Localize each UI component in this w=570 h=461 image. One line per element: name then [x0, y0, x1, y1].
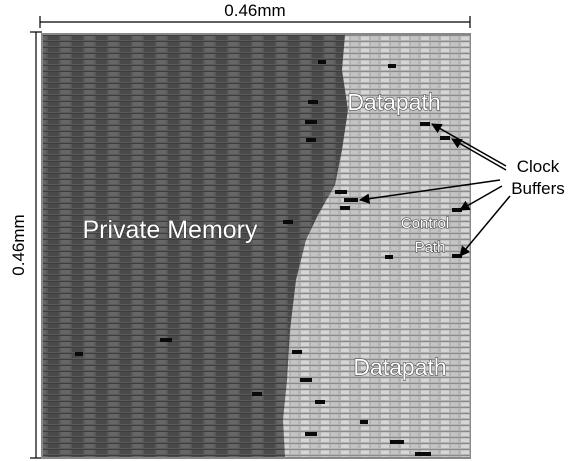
control-path-label: Control: [401, 215, 449, 232]
height-label: 0.46mm: [9, 214, 28, 275]
private-memory-label: Private Memory: [82, 216, 258, 244]
width-label: 0.46mm: [224, 1, 285, 20]
chip-layout: 0.46mm 0.46mm Private Memory Datapath Da…: [0, 0, 570, 461]
control-path-label: Path: [415, 239, 446, 256]
datapath-label: Datapath: [353, 354, 446, 380]
datapath-label: Datapath: [347, 89, 440, 115]
annotation-label: Buffers: [511, 179, 565, 198]
annotation-label: Clock: [517, 157, 560, 176]
